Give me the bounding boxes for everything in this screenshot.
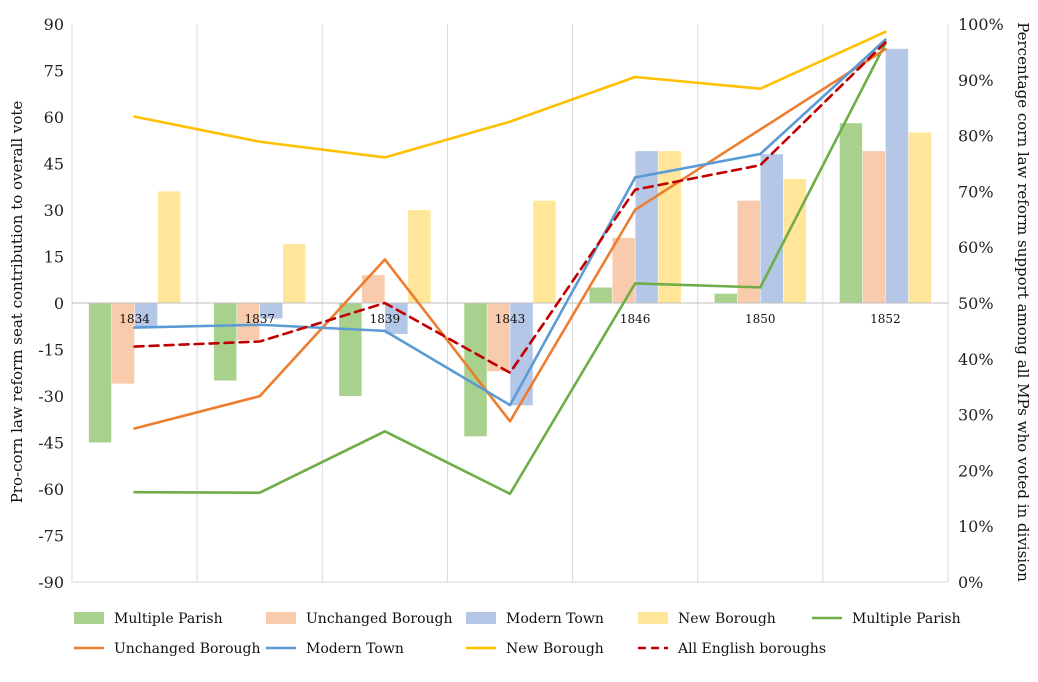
legend: Multiple Parish Unchanged Borough Modern T… xyxy=(74,611,961,657)
bar-multiple-parish xyxy=(88,303,112,443)
y-tick-label: 45 xyxy=(44,155,64,174)
y2-tick-label: 60% xyxy=(958,238,994,257)
line-modern-town xyxy=(133,38,887,407)
y-axis-title: Pro-corn law reform seat contribution to… xyxy=(8,101,26,504)
y2-tick-label: 10% xyxy=(958,517,994,536)
y-tick-label: 30 xyxy=(44,201,64,220)
category-label: 1834 xyxy=(119,312,150,326)
bar-unchanged-borough xyxy=(612,237,635,303)
bar-new-borough xyxy=(533,200,556,303)
legend-label: Modern Town xyxy=(506,611,604,627)
category-label: 1850 xyxy=(745,312,776,326)
legend-item: Modern Town xyxy=(266,641,404,657)
legend-item: Modern Town xyxy=(466,611,604,627)
bar-modern-town xyxy=(259,303,283,319)
y2-tick-label: 100% xyxy=(958,15,1004,34)
y-tick-label: 60 xyxy=(44,108,64,127)
right-axis-ticks: 100% 90% 80% 70% 60% 50% 40% 30% 20% 10% 0% xyxy=(958,15,1004,592)
legend-item: Multiple Parish xyxy=(812,611,961,627)
bar-unchanged-borough xyxy=(737,200,761,303)
legend-label: New Borough xyxy=(506,641,604,657)
bar-multiple-parish xyxy=(464,303,487,437)
legend-label: Multiple Parish xyxy=(114,611,223,627)
y-tick-label: 75 xyxy=(44,62,64,81)
legend-swatch xyxy=(74,612,104,624)
bar-multiple-parish xyxy=(339,303,362,396)
category-label: 1852 xyxy=(870,312,901,326)
left-axis-ticks: 90 75 60 45 30 15 0 -15 -30 -45 -60 -75 -90 xyxy=(38,15,64,592)
bar-modern-town xyxy=(635,151,658,303)
legend-label: Modern Town xyxy=(306,641,404,657)
legend-label: New Borough xyxy=(678,611,776,627)
y2-tick-label: 40% xyxy=(958,350,994,369)
category-label: 1837 xyxy=(244,312,275,326)
legend-item: Unchanged Borough xyxy=(74,641,261,657)
bar-modern-town xyxy=(760,154,784,303)
y2-tick-label: 50% xyxy=(958,294,994,313)
y-tick-label: -75 xyxy=(38,527,64,546)
category-labels: 1834 1837 1839 1843 1846 1850 1852 xyxy=(119,312,900,326)
line-layer xyxy=(133,30,887,496)
y-tick-label: -60 xyxy=(38,480,64,499)
legend-label: All English boroughs xyxy=(677,641,826,657)
legend-item: New Borough xyxy=(466,641,604,657)
y-tick-label: -90 xyxy=(38,573,64,592)
bar-modern-town xyxy=(385,303,408,334)
line-multiple-parish xyxy=(133,42,887,496)
bar-new-borough xyxy=(408,210,431,303)
bar-unchanged-borough xyxy=(362,275,385,303)
legend-item: New Borough xyxy=(638,611,776,627)
line-unchanged-borough xyxy=(133,47,887,430)
y-tick-label: -30 xyxy=(38,387,64,406)
bar-unchanged-borough xyxy=(487,303,510,372)
legend-item: Multiple Parish xyxy=(74,611,223,627)
y-tick-label: 0 xyxy=(54,294,64,313)
y2-tick-label: 70% xyxy=(958,182,994,201)
bar-new-borough xyxy=(908,132,932,303)
bar-unchanged-borough xyxy=(111,303,135,384)
line-new-borough xyxy=(133,30,887,159)
bar-multiple-parish xyxy=(839,123,863,303)
legend-swatch xyxy=(466,612,496,624)
bar-multiple-parish xyxy=(714,293,738,303)
legend-label: Unchanged Borough xyxy=(306,611,453,627)
line-all-english-boroughs xyxy=(133,41,887,375)
bar-multiple-parish xyxy=(589,287,612,303)
y2-tick-label: 0% xyxy=(958,573,983,592)
y-tick-label: 90 xyxy=(44,15,64,34)
bar-new-borough xyxy=(157,191,181,303)
bar-unchanged-borough xyxy=(862,151,886,303)
bar-new-borough xyxy=(783,179,807,303)
y2-tick-label: 30% xyxy=(958,406,994,425)
legend-item: All English boroughs xyxy=(638,641,826,657)
y2-tick-label: 80% xyxy=(958,127,994,146)
bar-unchanged-borough xyxy=(236,303,260,341)
bar-modern-town xyxy=(134,303,158,328)
legend-swatch xyxy=(638,612,668,624)
category-label: 1839 xyxy=(370,312,401,326)
y-tick-label: -15 xyxy=(38,341,64,360)
category-label: 1843 xyxy=(495,312,526,326)
bar-new-borough xyxy=(282,244,306,303)
y-tick-label: 15 xyxy=(44,248,64,267)
y-tick-label: -45 xyxy=(38,434,64,453)
legend-swatch xyxy=(266,612,296,624)
legend-label: Multiple Parish xyxy=(852,611,961,627)
bar-layer xyxy=(88,48,932,443)
bar-new-borough xyxy=(658,151,681,303)
bar-modern-town xyxy=(885,48,909,303)
category-label: 1846 xyxy=(620,312,651,326)
legend-label: Unchanged Borough xyxy=(114,641,261,657)
legend-item: Unchanged Borough xyxy=(266,611,453,627)
y2-tick-label: 20% xyxy=(958,461,994,480)
y2-tick-label: 90% xyxy=(958,71,994,90)
y2-axis-title: Percentage corn law reform support among… xyxy=(1014,22,1032,582)
